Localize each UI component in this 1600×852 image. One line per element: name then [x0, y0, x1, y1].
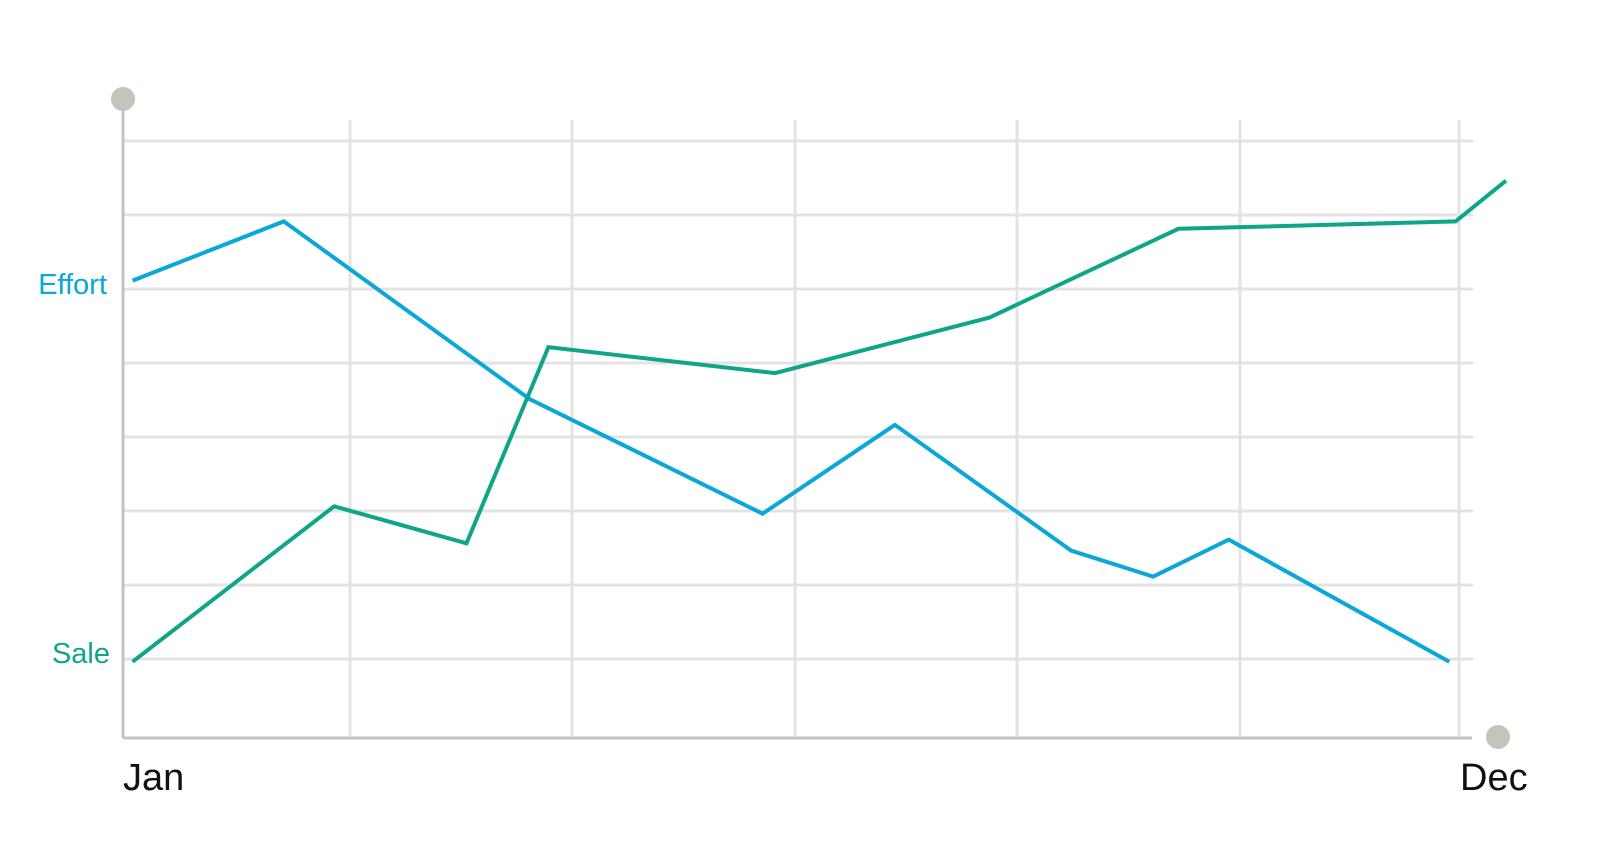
tick-layer: Jan Dec — [123, 757, 1528, 799]
series-label-effort: Effort — [38, 269, 107, 301]
y-axis-end-dot — [111, 87, 135, 111]
axes — [111, 87, 1510, 749]
x-tick-label-jan: Jan — [123, 757, 184, 799]
x-axis-end-dot — [1486, 725, 1510, 749]
label-layer: Effort Sale — [38, 269, 110, 670]
series-label-sale: Sale — [52, 638, 110, 670]
x-tick-label-dec: Dec — [1460, 757, 1528, 799]
series-layer — [131, 179, 1508, 664]
series-line-effort — [131, 219, 1451, 664]
series-line-sale — [131, 179, 1508, 664]
grid — [123, 120, 1473, 736]
